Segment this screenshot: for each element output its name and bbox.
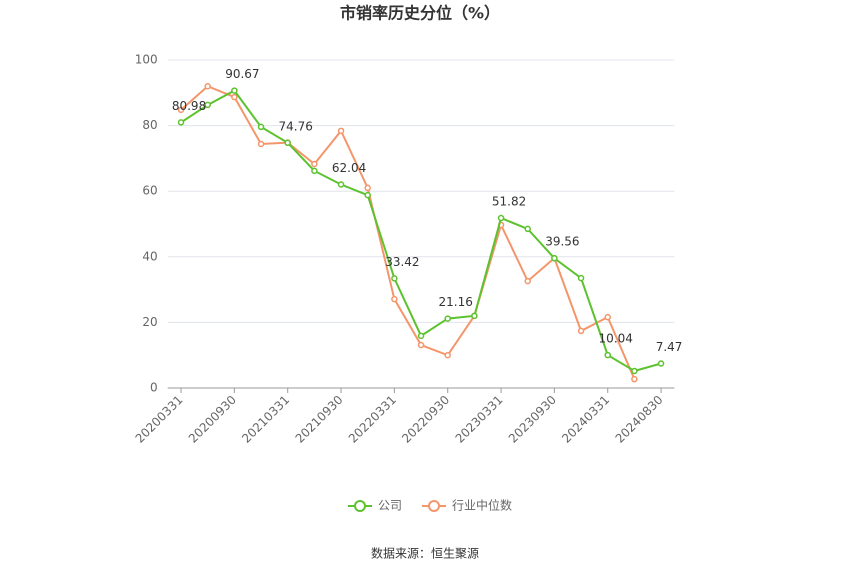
y-tick-label: 40 <box>142 249 157 263</box>
data-point <box>257 123 265 131</box>
data-point <box>631 375 638 383</box>
x-tick-label: 20220331 <box>346 393 399 446</box>
data-label: 90.67 <box>225 67 259 81</box>
data-label: 62.04 <box>332 161 366 175</box>
data-label: 74.76 <box>279 119 313 133</box>
y-tick-label: 100 <box>135 53 158 67</box>
data-point <box>177 106 185 114</box>
legend-marker <box>428 500 441 512</box>
source-note: 数据来源：恒生聚源 <box>371 546 479 561</box>
data-point <box>337 127 345 135</box>
data-point <box>177 119 185 126</box>
y-tick-label: 20 <box>142 315 157 329</box>
data-point <box>311 167 318 175</box>
data-point <box>577 327 585 335</box>
data-point <box>577 274 585 282</box>
data-point <box>364 191 371 199</box>
x-tick-label: 20230930 <box>506 393 559 446</box>
data-label: 21.16 <box>439 295 473 309</box>
data-point <box>391 295 398 303</box>
data-point <box>364 184 371 192</box>
data-point <box>231 93 238 101</box>
data-point <box>391 275 398 282</box>
x-tick-label: 20210930 <box>293 393 346 446</box>
x-tick-label: 20220930 <box>399 393 452 446</box>
data-label: 80.98 <box>172 99 206 113</box>
data-point <box>604 351 611 359</box>
data-point <box>604 313 611 321</box>
data-point <box>204 82 211 90</box>
data-point <box>471 312 478 320</box>
data-label: 39.56 <box>545 235 579 249</box>
y-tick-label: 80 <box>142 118 157 132</box>
data-point <box>551 254 558 262</box>
legend-label: 行业中位数 <box>452 498 512 513</box>
data-point <box>417 341 425 349</box>
data-point <box>257 140 265 148</box>
data-label: 51.82 <box>492 195 526 209</box>
data-point <box>311 160 318 168</box>
data-point <box>444 315 451 322</box>
y-tick-label: 60 <box>142 184 157 198</box>
x-tick-label: 20230331 <box>453 393 506 446</box>
x-tick-label: 20240331 <box>559 393 612 446</box>
data-point <box>204 101 211 109</box>
data-point <box>524 225 531 233</box>
x-tick-label: 20200930 <box>186 393 239 446</box>
series-line <box>180 85 636 380</box>
legend-label: 公司 <box>378 499 402 513</box>
data-point <box>524 277 531 285</box>
data-point <box>284 139 291 147</box>
data-label: 7.47 <box>656 340 683 354</box>
x-tick-label: 20200331 <box>133 393 186 446</box>
y-tick-label: 0 <box>150 381 158 395</box>
x-tick-label: 20240830 <box>613 393 666 446</box>
legend-marker <box>354 500 366 512</box>
data-point <box>337 181 345 188</box>
data-point <box>497 214 505 222</box>
x-tick-label: 20210331 <box>239 393 292 446</box>
data-point <box>657 360 665 367</box>
data-point <box>231 87 238 94</box>
data-point <box>444 351 451 359</box>
series-line <box>180 89 662 373</box>
data-point <box>417 332 425 340</box>
data-label: 10.04 <box>599 332 633 346</box>
data-point <box>631 367 638 375</box>
data-label: 33.42 <box>385 255 419 269</box>
chart-title: 市销率历史分位（%） <box>340 4 500 23</box>
